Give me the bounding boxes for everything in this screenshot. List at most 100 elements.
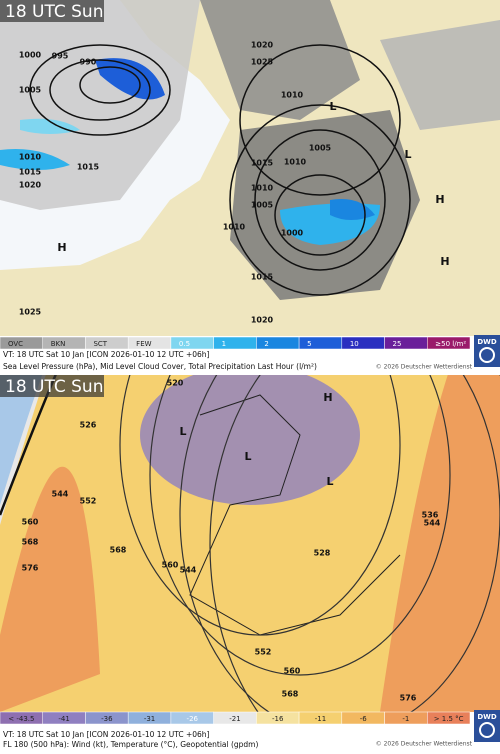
map-label: 990 [80,58,97,67]
map-label: 1020 [19,181,42,190]
legend-label: -41 [58,715,69,723]
map-label: 576 [22,564,39,573]
map-label: 1005 [19,86,42,95]
coastline [189,394,401,636]
map-label: 1010 [251,184,274,193]
cloud-cover [380,20,500,130]
map-label: 568 [22,538,39,547]
map: 1000 995990100510101015101510201025HL1005… [0,0,500,336]
map-label: 1005 [251,201,274,210]
legend-label: -11 [315,715,326,723]
isobar [29,44,171,136]
legend-label: 0.5 [179,340,190,348]
map-label: 560 [22,518,39,527]
map-label: L [404,148,411,161]
cloud-cover [200,0,360,120]
map-label: 1015 [19,168,42,177]
map-label: 552 [255,648,272,657]
isobar [254,129,386,271]
info-line: Sea Level Pressure (hPa), Mid Level Clou… [3,362,317,371]
copyright: © 2026 Deutscher Wetterdienst [376,364,473,371]
map-label: 1005 [309,144,332,153]
map-label: L [329,100,336,113]
map-label: 568 [282,690,299,699]
copyright: © 2026 Deutscher Wetterdienst [376,741,473,748]
legend-label: BKN [51,340,66,348]
isobar [274,174,366,256]
legend-label: 10 [350,340,359,348]
map-label: 1015 [77,163,100,172]
map-label: H [440,255,449,268]
legend-label: -36 [101,715,113,723]
info-line: VT: 18 UTC Sat 10 Jan [ICON 2026-01-10 1… [3,350,210,359]
geopotential-contour [209,375,500,712]
map-label: 1000 [19,51,42,60]
map-label: 1025 [251,58,274,67]
info-line: FL 180 (500 hPa): Wind (kt), Temperature… [3,740,258,749]
temperature-field [0,466,100,712]
map-label: 544 [180,566,197,575]
map-label: H [57,241,66,254]
map-label: 1015 [251,273,274,282]
legend-swatch [256,336,300,350]
geopotential-contour [119,375,401,636]
legend-swatch [427,336,471,350]
legend-label: 25 [393,340,402,348]
legend-label: SCT [93,340,107,348]
map-label: 560 [284,667,301,676]
map-label: 1010 [281,91,304,100]
legend-label: -1 [402,715,409,723]
legend-swatch [427,711,471,725]
legend-label: -31 [144,715,155,723]
legend-swatch [341,336,385,350]
legend-label: OVC [8,340,23,348]
precipitation [20,118,80,134]
legend-swatch [213,336,257,350]
map-label: 1025 [19,308,42,317]
logo: DWD [477,713,497,721]
precipitation [95,58,165,100]
map-label: 995 [52,52,69,61]
isobar [229,104,411,296]
title-box [0,375,104,397]
isobar [79,66,141,104]
map-label: 1010 [284,158,307,167]
legend-label: 5 [307,340,311,348]
info-line: VT: 18 UTC Sat 10 Jan [ICON 2026-01-10 1… [3,730,210,739]
legend-label: -26 [187,715,199,723]
map-label: 528 [314,549,331,558]
legend-label: -21 [229,715,240,723]
title-box [0,0,104,22]
legend-swatch [170,336,214,350]
logo: DWD [477,338,497,346]
map-label: 1020 [251,316,274,325]
legend-label: FEW [136,340,151,348]
map-label: L [244,450,251,463]
map-label: 560 [162,561,179,570]
temperature-field [0,375,500,712]
precipitation [0,149,70,170]
map-label: 544 [424,519,441,528]
legend-label: 1 [222,340,226,348]
map-label: 552 [80,497,97,506]
map-label: L [179,425,186,438]
legend-label: 2 [264,340,268,348]
legend-label: -6 [360,715,368,723]
precipitation [330,199,375,220]
map-label: 520 [167,379,184,388]
legend-swatch [298,336,343,350]
map-label: H [435,193,444,206]
legend-label: > 1.5 °C [434,715,464,723]
geopotential-contour [149,375,451,676]
map-label: 544 [52,490,69,499]
panel-title: 18 UTC Sun [5,2,103,22]
logo-mark [479,722,495,738]
map-label: 536 [422,511,439,520]
map-label: 526 [80,421,97,430]
map-label: H [323,391,332,404]
isobar [239,44,401,196]
map-label: 1000 [281,229,304,238]
map-label: 1020 [251,41,274,50]
map-label: 1010 [223,223,246,232]
